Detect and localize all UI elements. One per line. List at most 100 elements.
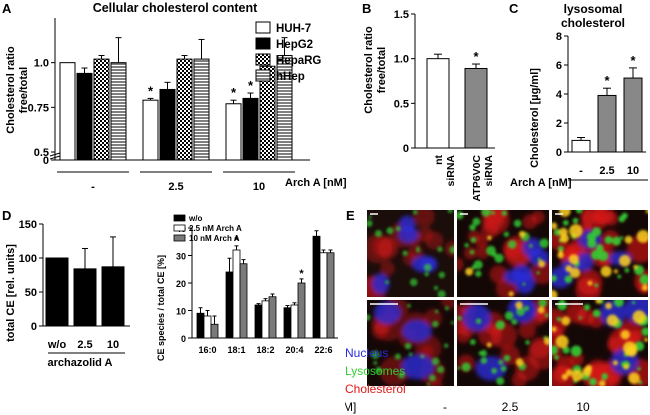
lysosome-signal xyxy=(522,282,526,286)
chart-a-category-label: 2.5 xyxy=(168,181,183,193)
lysosome-signal xyxy=(423,263,432,272)
colocalization-signal xyxy=(623,364,629,370)
nucleus-signal xyxy=(411,255,436,273)
colocalization-signal xyxy=(559,233,570,243)
nucleus-signal xyxy=(400,354,435,380)
lysosome-signal xyxy=(368,215,372,219)
lysosome-signal xyxy=(464,242,469,248)
lysosome-signal xyxy=(556,316,561,322)
chart-a-bar xyxy=(193,58,210,161)
colocalization-signal xyxy=(645,210,648,214)
lysosome-signal xyxy=(475,270,482,277)
chart-d2-bar xyxy=(196,312,205,339)
lysosome-signal xyxy=(473,260,483,270)
chart-b-ylabel-line2: free/total xyxy=(376,47,388,93)
chart-a-legend-swatch xyxy=(255,53,271,66)
colocalization-signal xyxy=(582,366,592,376)
lysosome-signal xyxy=(557,245,564,252)
cholesterol-signal xyxy=(527,340,549,370)
chart-c-bar xyxy=(623,77,643,153)
lysosome-signal xyxy=(461,362,471,372)
chart-d2-bar xyxy=(210,323,219,339)
cholesterol-signal xyxy=(556,355,575,374)
lysosome-signal xyxy=(443,343,449,348)
colocalization-signal xyxy=(555,335,569,349)
lysosome-signal xyxy=(631,301,636,305)
chart-b-ytick-label: 0.5 xyxy=(394,98,409,110)
lysosome-signal xyxy=(523,305,530,311)
lysosome-signal xyxy=(469,249,475,255)
chart-b-category-label: ATP6V0CsiRNA xyxy=(471,155,495,202)
cholesterol-signal xyxy=(476,245,490,260)
nucleus-signal xyxy=(398,215,416,234)
label-nucleus: Nucleus xyxy=(345,346,388,360)
lysosome-signal xyxy=(511,318,518,325)
chart-c-category-label: 2.5 xyxy=(599,165,614,177)
lysosome-signal xyxy=(617,274,622,279)
lysosome-signal xyxy=(437,290,446,297)
lysosome-signal xyxy=(637,367,641,371)
lysosome-signal xyxy=(619,236,624,240)
microscopy-tile xyxy=(457,300,549,386)
colocalization-signal xyxy=(465,267,474,276)
chart-d2-bar xyxy=(254,304,263,339)
cholesterol-signal xyxy=(531,210,545,224)
chart-b-category-line: siRNA xyxy=(483,155,495,187)
chart-a-category-label: - xyxy=(91,181,95,193)
chart-a-ylabel-line2: free/total xyxy=(18,67,30,113)
lysosome-signal xyxy=(374,229,383,238)
chart-d2-legend-swatch xyxy=(173,234,186,242)
cholesterol-signal xyxy=(593,212,606,225)
lysosome-signal xyxy=(371,350,380,359)
lysosome-signal xyxy=(432,320,439,328)
chart-d2-category-label: 18:1 xyxy=(227,345,245,355)
lysosome-signal xyxy=(449,245,454,254)
chart-c-ytick-label: 8 xyxy=(556,31,562,43)
lysosome-signal xyxy=(469,224,476,231)
cholesterol-signal xyxy=(575,277,602,297)
chart-d1-bar xyxy=(45,257,69,327)
panel-label-a: A xyxy=(2,1,12,16)
chart-d2-legend-label: 2.5 nM Arch A xyxy=(189,224,242,233)
lysosome-signal xyxy=(404,342,412,350)
chart-d1-ylabel: total CE [rel. units] xyxy=(5,244,17,342)
lysosome-signal xyxy=(604,235,613,245)
lysosome-signal xyxy=(500,322,504,326)
lysosome-signal xyxy=(500,365,507,372)
chart-d1-ytick-label: 150 xyxy=(19,219,37,231)
cholesterol-signal xyxy=(617,319,645,346)
chart-b-ytick-label: 1.0 xyxy=(394,54,409,66)
chart-b-ytick-label: 1.5 xyxy=(394,9,409,21)
colocalization-signal xyxy=(518,230,526,238)
chart-a-legend-swatch xyxy=(255,37,271,50)
chart-c-xlabel: Arch A [nM] xyxy=(510,177,572,189)
nucleus-signal xyxy=(373,301,402,325)
colocalization-signal xyxy=(552,222,558,230)
lysosome-signal xyxy=(412,210,418,215)
colocalization-signal xyxy=(569,224,583,238)
chart-d2-category-label: 18:2 xyxy=(256,345,274,355)
lysosome-signal xyxy=(575,210,583,214)
chart-c-significance: * xyxy=(604,73,610,88)
chart-a-bar xyxy=(225,103,242,161)
chart-panel-a: Cellular cholesterol content Cholesterol… xyxy=(5,1,347,193)
colocalization-signal xyxy=(543,337,549,346)
cholesterol-signal xyxy=(425,231,444,250)
lysosome-signal xyxy=(457,211,464,220)
lysosome-signal xyxy=(398,371,405,379)
chart-d2-bar xyxy=(283,307,292,339)
lysosome-signal xyxy=(624,267,630,273)
lysosome-signal xyxy=(475,318,482,324)
chart-a-bar xyxy=(93,58,110,161)
chart-b-category-line: nt xyxy=(433,155,445,165)
chart-b-ylabel-line1: Cholesterol ratio xyxy=(363,26,375,114)
chart-d2-bar xyxy=(326,252,335,339)
colocalization-signal xyxy=(633,264,638,269)
colocalization-signal xyxy=(632,310,646,324)
panel-label-e: E xyxy=(346,208,355,223)
chart-a-bar xyxy=(176,58,193,161)
chart-d2-bar xyxy=(225,271,234,339)
colocalization-signal xyxy=(641,284,648,291)
lysosome-signal xyxy=(457,366,460,370)
nucleus-signal xyxy=(512,264,533,283)
